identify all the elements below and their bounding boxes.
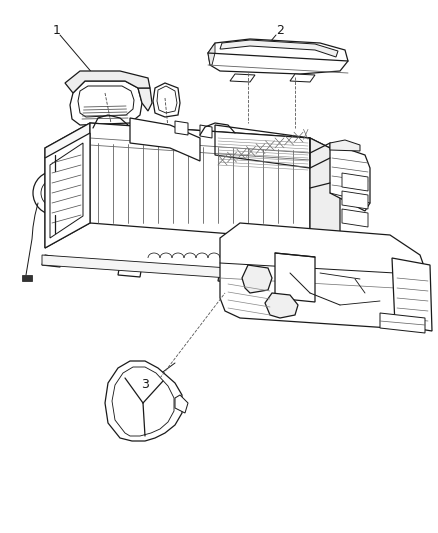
Text: 3: 3 [141,378,148,392]
Polygon shape [208,43,215,65]
Polygon shape [118,263,141,277]
Polygon shape [42,255,62,267]
Polygon shape [45,133,90,248]
Polygon shape [90,123,309,240]
Polygon shape [329,143,369,211]
Polygon shape [65,71,150,93]
Polygon shape [175,121,187,135]
Polygon shape [309,138,339,255]
Polygon shape [105,361,182,441]
Polygon shape [341,173,367,191]
Polygon shape [130,118,200,161]
Polygon shape [70,81,141,125]
Polygon shape [219,40,337,57]
Polygon shape [22,275,32,281]
Polygon shape [208,39,347,74]
Polygon shape [391,258,431,331]
Polygon shape [200,125,212,138]
Polygon shape [230,74,254,82]
Polygon shape [175,395,187,413]
Polygon shape [138,88,152,111]
Polygon shape [45,123,90,248]
Polygon shape [329,140,359,151]
Polygon shape [290,74,314,82]
Text: 2: 2 [276,25,283,37]
Polygon shape [274,253,314,302]
Polygon shape [219,223,429,328]
Polygon shape [379,313,424,333]
Polygon shape [42,255,339,283]
Polygon shape [341,209,367,227]
Polygon shape [341,191,367,209]
Polygon shape [153,83,180,117]
Polygon shape [218,270,241,283]
Polygon shape [241,265,272,293]
Polygon shape [265,293,297,318]
Polygon shape [45,123,339,163]
Text: 1: 1 [53,25,61,37]
